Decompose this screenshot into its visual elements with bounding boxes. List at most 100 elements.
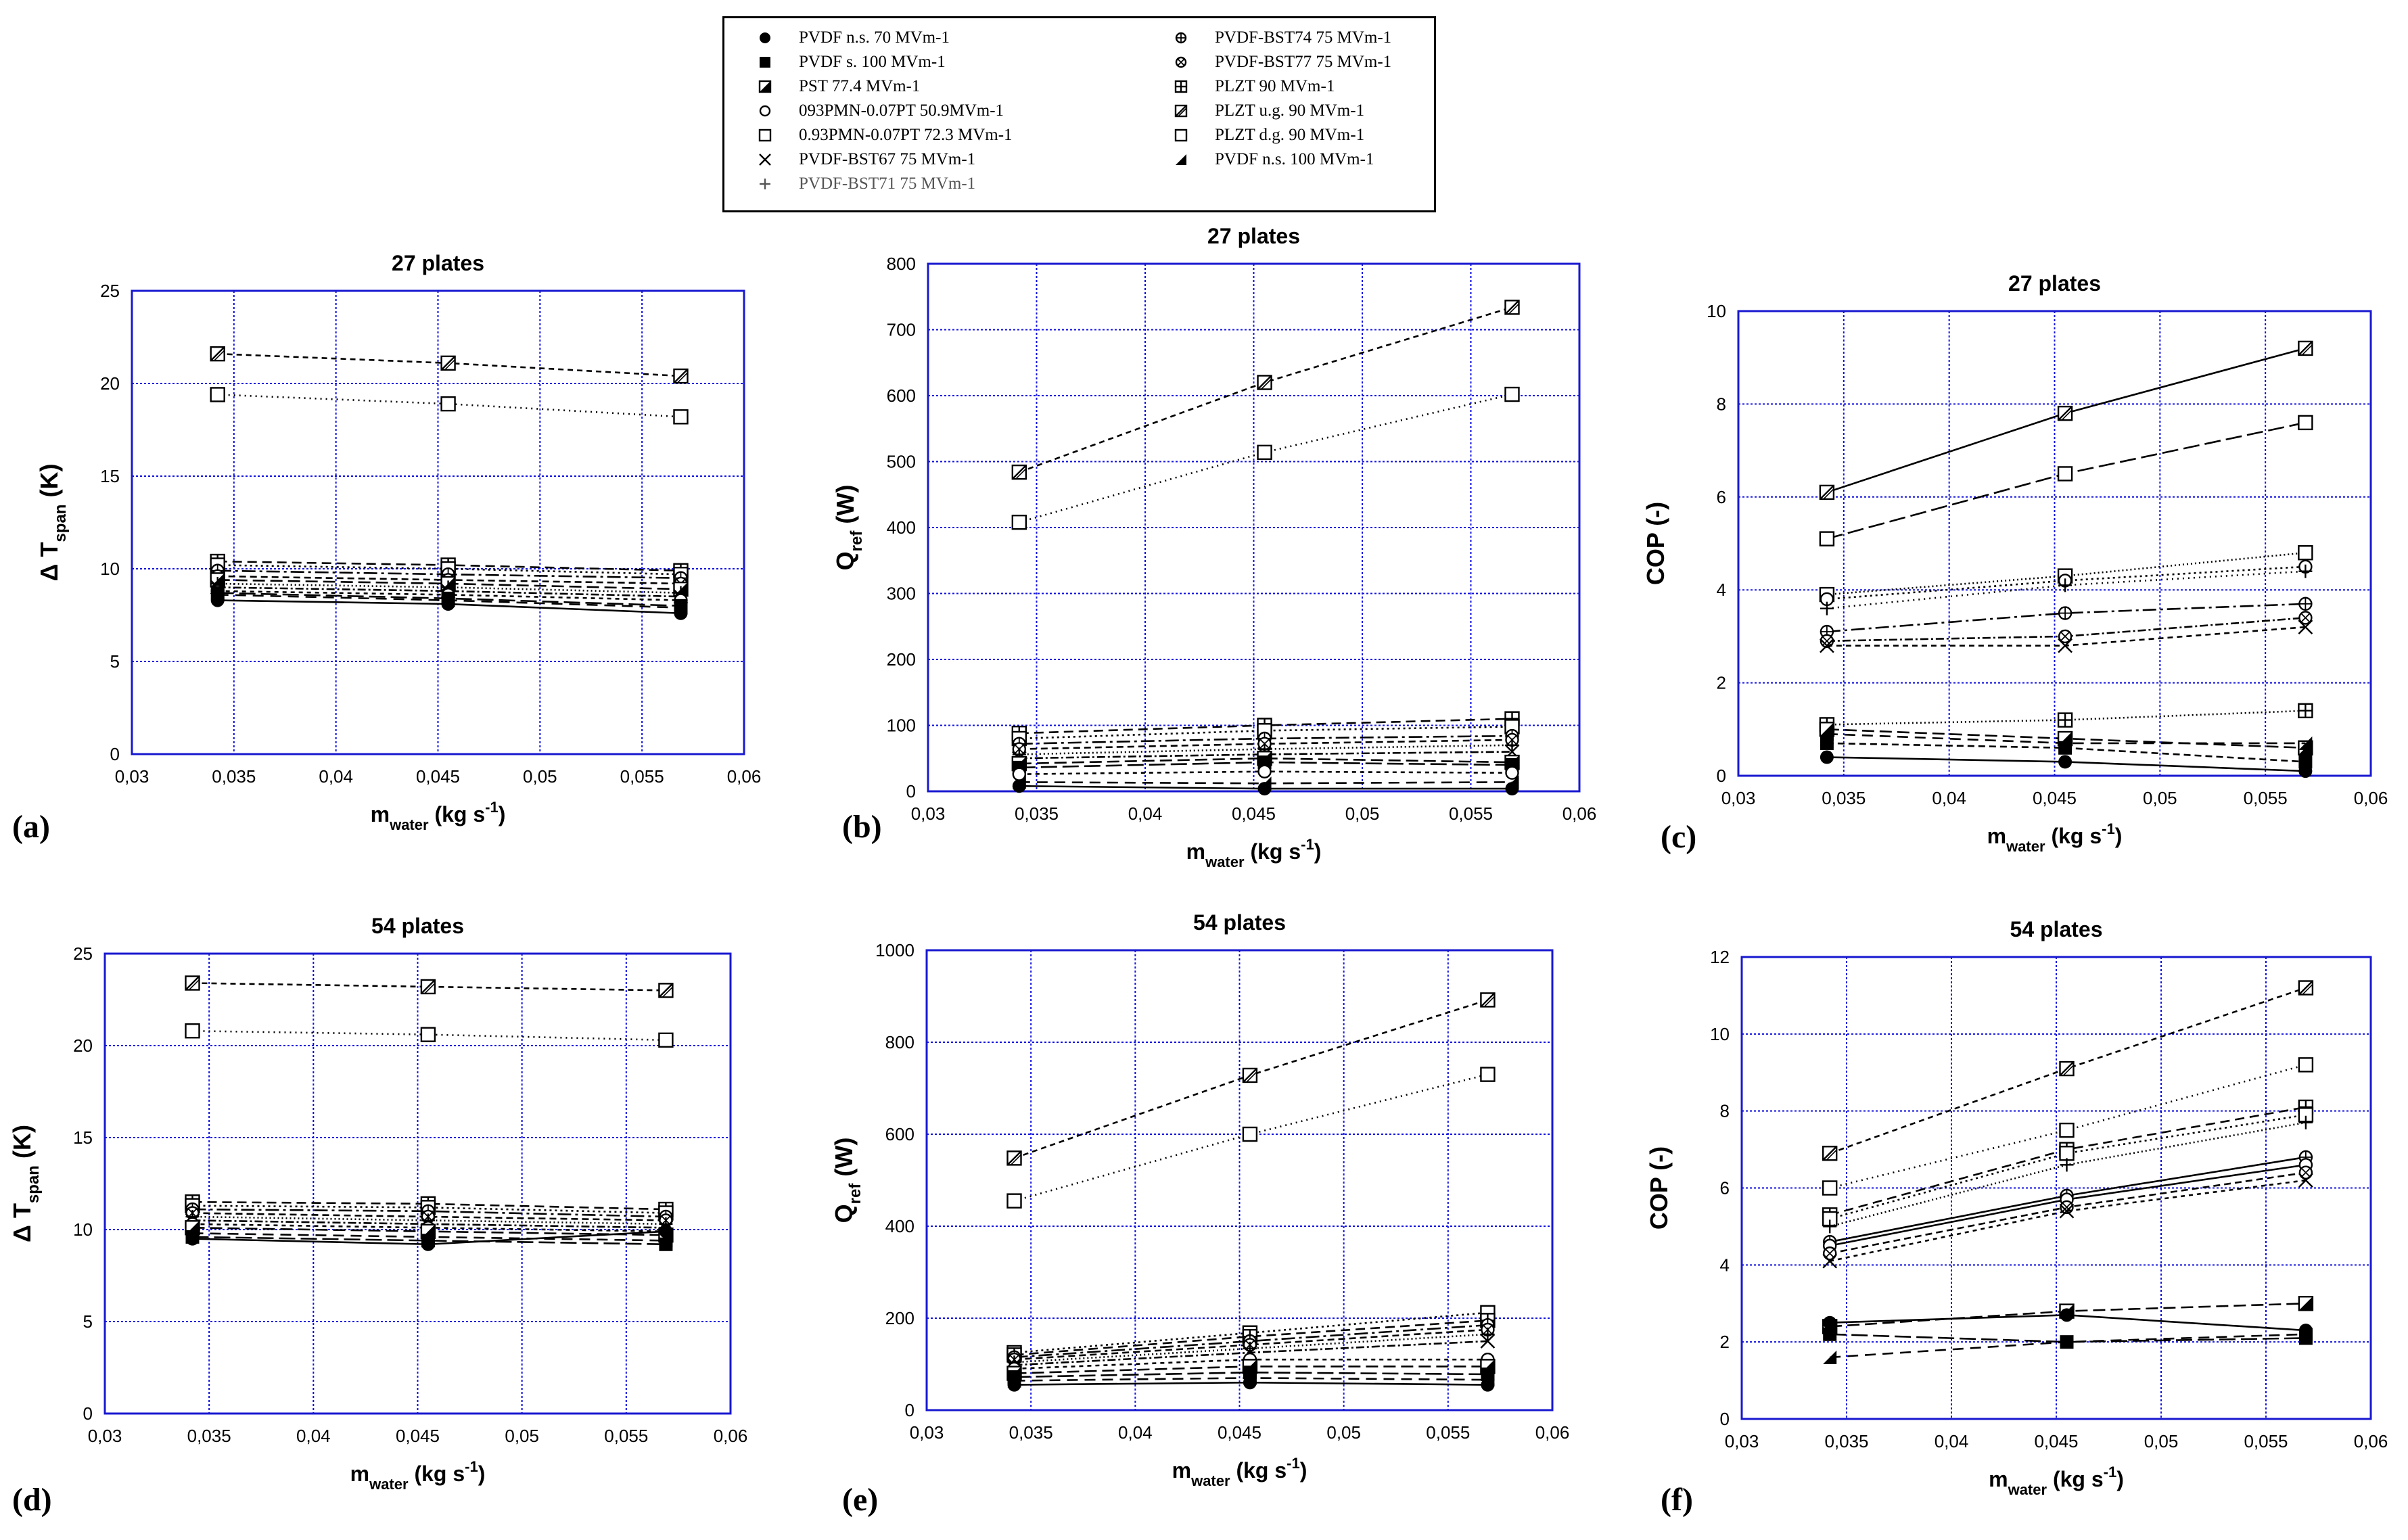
panel-letter-e: (e) xyxy=(842,1482,879,1518)
y-tick-label: 8 xyxy=(1717,394,1726,414)
legend-label: 0.93PMN-0.07PT 72.3 MVm-1 xyxy=(799,126,1013,144)
y-tick-label: 1000 xyxy=(875,940,914,960)
x-tick-label: 0,03 xyxy=(1725,1431,1759,1451)
series-line xyxy=(1014,1328,1488,1361)
x-axis-label: mwater (kg s-1) xyxy=(350,1458,486,1493)
data-point xyxy=(1819,531,1835,546)
y-tick-label: 5 xyxy=(83,1311,93,1332)
y-tick-label: 0 xyxy=(906,781,916,801)
series-pvdf-n-s-70-mvm-1 xyxy=(1823,1308,2313,1338)
data-point xyxy=(420,979,436,995)
y-tick-label: 0 xyxy=(83,1403,93,1424)
series-line xyxy=(192,1212,666,1221)
data-point xyxy=(1011,515,1027,530)
x-tick-label: 0,055 xyxy=(604,1426,648,1446)
y-tick-label: 20 xyxy=(100,373,120,394)
series-pvdf-s-100-mvm-1 xyxy=(1820,736,2313,769)
data-point xyxy=(2059,1203,2075,1219)
series-plzt-d-g-90-mvm-1 xyxy=(1006,1067,1496,1209)
data-point xyxy=(440,396,456,412)
y-tick-label: 10 xyxy=(73,1219,93,1240)
data-point xyxy=(2057,712,2073,728)
data-point xyxy=(210,387,225,402)
data-point xyxy=(2298,1327,2313,1341)
series-pst-77-4-mvm-1 xyxy=(1819,722,2313,755)
series-plzt-u-g-90-mvm-1 xyxy=(1011,300,1520,480)
series-plzt-d-g-90-mvm-1 xyxy=(1011,386,1520,530)
series-line xyxy=(1019,781,1512,785)
data-point xyxy=(1480,992,1496,1008)
y-tick-label: 10 xyxy=(1707,301,1726,321)
data-point xyxy=(2058,606,2073,620)
chart-b: 0,03 0,035 0,04 0,045 0,05 0,055 0,06 0 100 200 30… xyxy=(831,224,1596,870)
panel-letter-a: (a) xyxy=(12,809,50,845)
data-point xyxy=(2058,638,2073,653)
data-point xyxy=(1820,634,1834,648)
series-pvdf-bst74-75-mvm-1 xyxy=(1820,597,2313,639)
data-point xyxy=(1257,764,1272,778)
x-tick-label: 0,035 xyxy=(1822,788,1866,808)
data-point xyxy=(2057,405,2073,421)
series-plzt-d-g-90-mvm-1 xyxy=(210,387,689,425)
y-tick-label: 600 xyxy=(887,386,916,406)
x-tick-label: 0,04 xyxy=(1932,788,1966,808)
y-axis-label: Δ Tspan (K) xyxy=(35,464,70,582)
y-tick-label: 600 xyxy=(885,1124,914,1144)
series-plzt-d-g-90-mvm-1 xyxy=(1819,415,2313,546)
y-tick-label: 400 xyxy=(887,517,916,538)
data-point xyxy=(2058,755,2073,769)
legend-item-pvdf-n-s-100-mvm-1: PVDF n.s. 100 MVm-1 xyxy=(1167,148,1374,171)
series-line xyxy=(1830,1333,2306,1343)
series-line xyxy=(1826,709,2306,726)
x-tick-label: 0,055 xyxy=(2244,1431,2288,1451)
data-point xyxy=(1505,782,1519,796)
series-093pmn-0-07pt-50-9mvm-1 xyxy=(1012,764,1519,781)
y-tick-label: 0 xyxy=(110,744,120,764)
data-point xyxy=(1819,484,1835,500)
square-plus-icon xyxy=(1174,80,1188,93)
data-point xyxy=(658,1032,674,1048)
series-line xyxy=(217,394,681,418)
data-point xyxy=(1007,1378,1021,1392)
data-point xyxy=(2298,736,2313,750)
data-point xyxy=(1257,375,1272,390)
x-tick-label: 0,04 xyxy=(1935,1431,1969,1451)
legend-label: PVDF-BST67 75 MVm-1 xyxy=(799,150,976,168)
panel-letter-c: (c) xyxy=(1661,819,1697,855)
y-tick-label: 800 xyxy=(885,1032,914,1052)
legend-item-093pmn-0-07pt-50-9mvm-1: 093PMN-0.07PT 50.9MVm-1 xyxy=(751,99,1004,122)
x-tick-label: 0,03 xyxy=(115,766,149,787)
data-point xyxy=(1257,444,1272,461)
legend-item-plzt-d-g-90-mvm-1: PLZT d.g. 90 MVm-1 xyxy=(1167,124,1364,147)
data-point xyxy=(2059,1146,2075,1161)
data-point xyxy=(1257,782,1272,796)
panel-letter-f: (f) xyxy=(1661,1482,1693,1518)
x-tick-label: 0,05 xyxy=(2144,1431,2179,1451)
half-square-icon xyxy=(758,80,772,93)
y-tick-label: 15 xyxy=(73,1127,93,1148)
data-point xyxy=(1823,1327,1837,1341)
data-point xyxy=(2060,1308,2074,1322)
x-tick-label: 0,06 xyxy=(2354,1431,2388,1451)
x-axis-label: mwater (kg s-1) xyxy=(371,799,506,833)
chart-d: 0,03 0,035 0,04 0,045 0,05 0,055 0,06 0 5 10 15 20 2… xyxy=(8,914,747,1493)
data-point xyxy=(1820,750,1834,764)
data-point xyxy=(2298,620,2313,635)
y-axis-label: COP (-) xyxy=(1645,1146,1673,1230)
legend-item-pvdf-bst77-75-mvm-1: PVDF-BST77 75 MVm-1 xyxy=(1167,51,1391,74)
filled-circle-icon xyxy=(760,32,770,43)
chart-title: 54 plates xyxy=(371,914,464,938)
data-point xyxy=(2057,466,2073,482)
plot-frame xyxy=(1740,956,2372,1420)
series-line xyxy=(1014,1073,1488,1202)
series-line xyxy=(1014,1324,1488,1359)
series-line xyxy=(1019,757,1512,765)
data-point xyxy=(659,1224,673,1238)
data-point xyxy=(1481,1378,1495,1392)
y-tick-label: 400 xyxy=(885,1216,914,1236)
x-axis-label: mwater (kg s-1) xyxy=(1172,1455,1307,1489)
series-pvdf-n-s-70-mvm-1 xyxy=(1007,1376,1495,1392)
x-tick-label: 0,06 xyxy=(727,766,762,787)
legend-item-0-93pmn-0-07pt-72-3-mvm-1: 0.93PMN-0.07PT 72.3 MVm-1 xyxy=(751,124,1013,147)
x-tick-label: 0,06 xyxy=(2354,788,2388,808)
